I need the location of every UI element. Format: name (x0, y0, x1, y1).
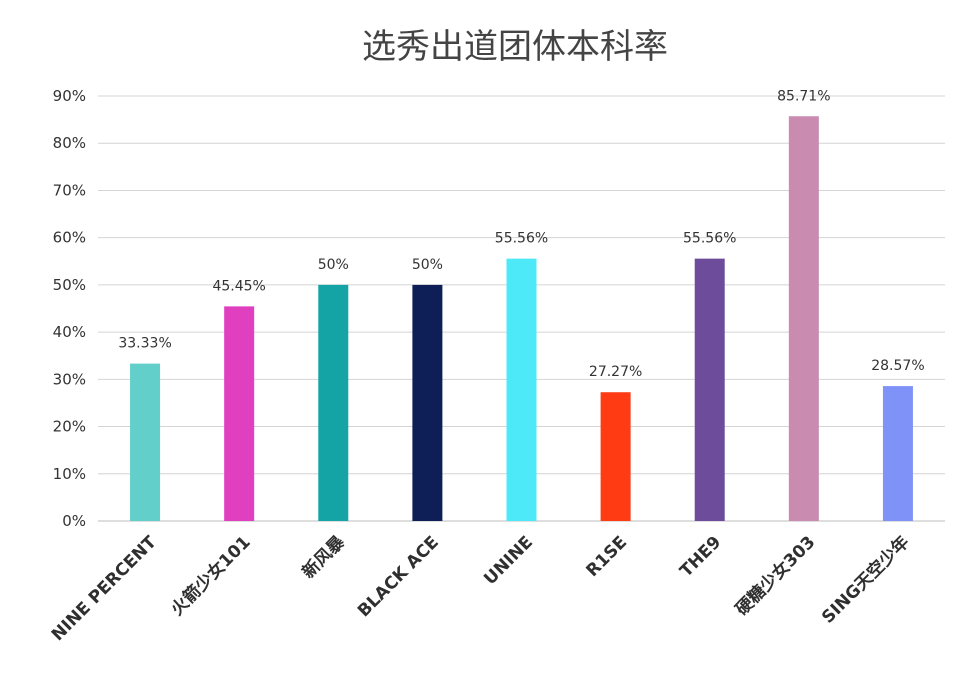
bar (788, 116, 819, 521)
x-tick-label: SING天空少年 (817, 532, 913, 628)
y-tick-label: 0% (62, 512, 86, 530)
data-label: 55.56% (683, 231, 736, 247)
y-tick-label: 30% (53, 370, 86, 388)
data-label: 28.57% (871, 358, 924, 374)
x-tick-label: R1SE (583, 532, 632, 581)
y-tick-label: 80% (53, 134, 86, 152)
bar (694, 258, 725, 521)
data-label: 50% (412, 257, 443, 273)
y-tick-label: 10% (53, 465, 86, 483)
y-tick-label: 60% (53, 229, 86, 247)
x-tick-label: 新风暴 (298, 531, 350, 583)
y-tick-label: 20% (53, 418, 86, 436)
chart-title: 选秀出道团体本科率 (362, 27, 668, 67)
x-tick-label: 硬糖少女303 (731, 532, 819, 620)
data-label: 27.27% (589, 364, 642, 380)
data-label: 33.33% (118, 336, 171, 352)
data-label: 55.56% (495, 231, 548, 247)
bar (600, 392, 631, 521)
bar (318, 284, 349, 521)
x-tick-label: THE9 (676, 532, 725, 581)
x-tick-label: UNINE (480, 532, 537, 589)
data-label: 85.71% (777, 88, 830, 104)
y-tick-label: 70% (53, 181, 86, 199)
data-label: 45.45% (212, 278, 265, 294)
y-tick-label: 90% (53, 87, 86, 105)
y-tick-label: 40% (53, 323, 86, 341)
x-tick-label: NINE PERCENT (48, 532, 161, 645)
data-label: 50% (318, 257, 349, 273)
y-tick-label: 50% (53, 276, 86, 294)
bar (412, 284, 443, 521)
x-tick-label: BLACK ACE (354, 532, 443, 621)
bar (506, 258, 537, 521)
x-tick-label: 火箭少女101 (167, 532, 255, 620)
bar (130, 363, 161, 521)
bar (882, 386, 913, 521)
bar (224, 306, 255, 521)
